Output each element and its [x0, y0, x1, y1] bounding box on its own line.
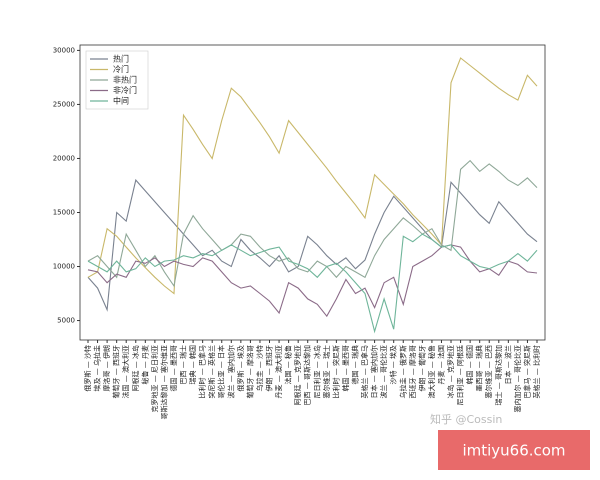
x-tick-label: 哥斯达黎加 — 塞尔维亚: [159, 345, 168, 419]
series-line: [87, 244, 538, 318]
x-tick-label: 瑞士 — 哥斯达黎加: [494, 345, 503, 405]
x-tick-label: 西班牙 — 摩洛哥: [408, 345, 417, 398]
x-tick-label: 英格兰 — 比利时: [532, 345, 541, 398]
x-tick-label: 比利时 — 巴拿马: [198, 345, 207, 398]
x-tick-label: 沙特 — 埃及: [389, 345, 398, 384]
x-tick-label: 巴西 — 瑞士: [179, 345, 188, 384]
x-tick-label: 哥伦比亚 — 日本: [217, 345, 226, 398]
x-tick-label: 克罗地亚 — 尼日利亚: [150, 345, 159, 412]
x-tick-label: 韩国 — 墨西哥: [341, 345, 350, 391]
x-tick-label: 墨西哥 — 瑞典: [475, 345, 484, 391]
x-tick-label: 秘鲁 — 丹麦: [140, 345, 149, 384]
x-tick-label: 瑞典 — 韩国: [188, 345, 197, 384]
series-line: [87, 57, 538, 295]
series-line: [87, 178, 538, 312]
site-label: imtiyu66.com: [462, 442, 565, 460]
y-tick-label: 10000: [53, 263, 75, 271]
x-tick-label: 埃及 — 乌拉圭: [93, 345, 102, 391]
x-tick-label: 尼日利亚 — 阿根廷: [456, 345, 465, 405]
series-line: [87, 233, 538, 334]
watermark: 知乎 @Cossin: [430, 412, 502, 426]
x-tick-label: 英格兰 — 巴拿马: [360, 345, 369, 398]
x-tick-label: 法国 — 澳大利亚: [121, 345, 130, 398]
x-tick-label: 日本 — 塞内加尔: [370, 345, 379, 398]
x-tick-label: 丹麦 — 澳大利亚: [274, 345, 283, 398]
x-tick-label: 澳大利亚 — 秘鲁: [427, 345, 436, 398]
x-tick-label: 葡萄牙 — 西班牙: [112, 345, 121, 398]
x-tick-label: 突尼斯 — 英格兰: [207, 345, 216, 398]
x-tick-label: 法国 — 秘鲁: [284, 345, 293, 384]
x-tick-label: 尼日利亚 — 冰岛: [312, 345, 321, 398]
x-tick-label: 冰岛 — 克罗地亚: [446, 345, 455, 398]
legend-label: 中间: [113, 96, 129, 106]
x-tick-label: 日本 — 波兰: [503, 345, 512, 384]
x-tick-label: 葡萄牙 — 摩洛哥: [245, 345, 254, 398]
legend-label: 非热门: [113, 75, 137, 85]
y-tick-label: 15000: [53, 208, 75, 216]
x-tick-label: 阿根廷 — 冰岛: [131, 345, 140, 391]
series-line: [87, 159, 538, 288]
site-banner: [438, 430, 590, 470]
x-tick-label: 乌拉圭 — 沙特: [255, 345, 264, 391]
plot-frame: [79, 44, 546, 341]
x-tick-label: 伊朗 — 西班牙: [265, 345, 274, 391]
legend-label: 热门: [113, 54, 129, 64]
x-tick-label: 波兰 — 塞内加尔: [226, 345, 235, 398]
x-tick-label: 伊朗 — 葡萄牙: [417, 345, 426, 391]
y-tick-label: 25000: [53, 100, 75, 108]
x-tick-label: 巴西 — 哥斯达黎加: [303, 345, 312, 405]
x-tick-label: 乌拉圭 — 俄罗斯: [398, 345, 407, 398]
x-tick-label: 俄罗斯 — 埃及: [236, 345, 245, 391]
x-tick-label: 丹麦 — 法国: [436, 345, 445, 384]
x-tick-label: 摩洛哥 — 伊朗: [102, 345, 111, 391]
x-tick-label: 德国 — 墨西哥: [169, 345, 178, 391]
x-tick-label: 比利时 — 突尼斯: [331, 345, 340, 398]
legend-label: 非冷门: [113, 85, 137, 95]
y-tick-label: 5000: [57, 317, 75, 325]
y-tick-label: 30000: [53, 46, 75, 54]
x-tick-label: 波兰 — 哥伦比亚: [379, 345, 388, 398]
legend-label: 冷门: [113, 64, 129, 74]
x-tick-label: 俄罗斯 — 沙特: [83, 345, 92, 391]
y-tick-label: 20000: [53, 154, 75, 162]
x-tick-label: 阿根廷 — 克罗地亚: [293, 345, 302, 405]
x-tick-label: 巴拿马 — 突尼斯: [522, 345, 531, 398]
x-tick-label: 德国 — 瑞典: [350, 345, 359, 384]
x-tick-label: 塞尔维亚 — 瑞士: [322, 345, 331, 398]
x-tick-label: 塞内加尔 — 哥伦比亚: [513, 345, 522, 412]
x-tick-label: 韩国 — 德国: [465, 345, 474, 384]
x-tick-label: 塞尔维亚 — 巴西: [484, 345, 493, 398]
